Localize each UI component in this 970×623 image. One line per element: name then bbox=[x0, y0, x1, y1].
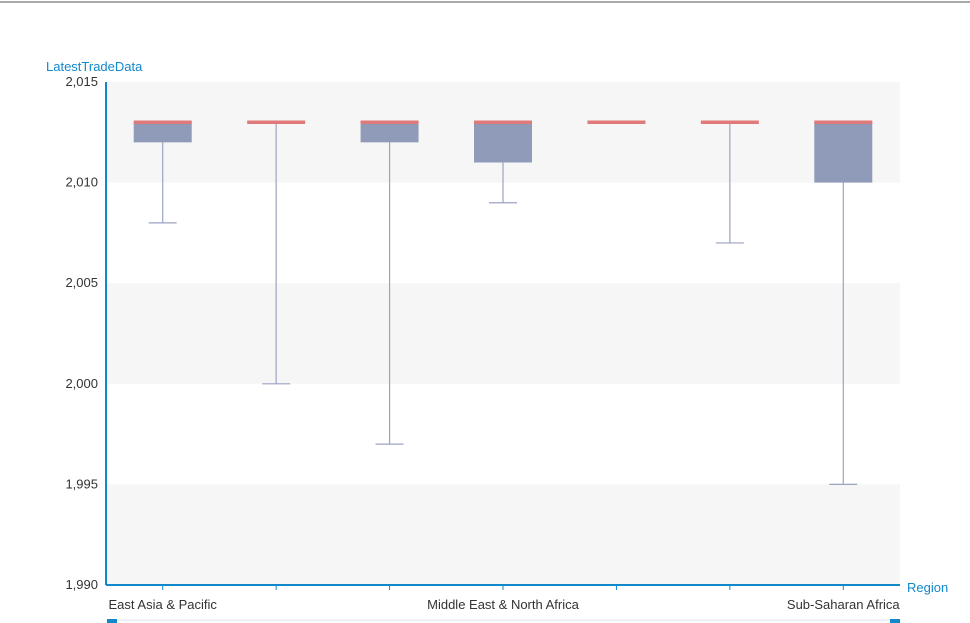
y-tick-label: 2,010 bbox=[65, 175, 98, 190]
x-tick-label: Middle East & North Africa bbox=[427, 597, 579, 612]
box-iqr bbox=[814, 122, 873, 183]
box-iqr bbox=[133, 122, 192, 143]
x-axis-title: Region bbox=[907, 580, 948, 595]
y-tick-label: 2,000 bbox=[65, 376, 98, 391]
axes bbox=[105, 82, 900, 623]
y-axis-title: LatestTradeData bbox=[46, 59, 143, 74]
range-handle-right bbox=[890, 619, 900, 623]
box-iqr bbox=[360, 122, 419, 143]
box-series bbox=[133, 120, 873, 485]
tick-labels: 1,990 1,995 2,000 2,005 2,010 2,015 East Asia … bbox=[65, 74, 900, 612]
y-tick-label: 2,015 bbox=[65, 74, 98, 89]
x-tick-label: East Asia & Pacific bbox=[109, 597, 218, 612]
grid-band bbox=[106, 484, 900, 585]
y-tick-label: 2,005 bbox=[65, 275, 98, 290]
grid-band bbox=[106, 283, 900, 384]
box-iqr bbox=[474, 122, 532, 163]
y-tick-label: 1,990 bbox=[65, 577, 98, 592]
range-handle-left bbox=[107, 619, 117, 623]
y-tick-label: 1,995 bbox=[65, 476, 98, 491]
x-tick-label: Sub-Saharan Africa bbox=[787, 597, 901, 612]
